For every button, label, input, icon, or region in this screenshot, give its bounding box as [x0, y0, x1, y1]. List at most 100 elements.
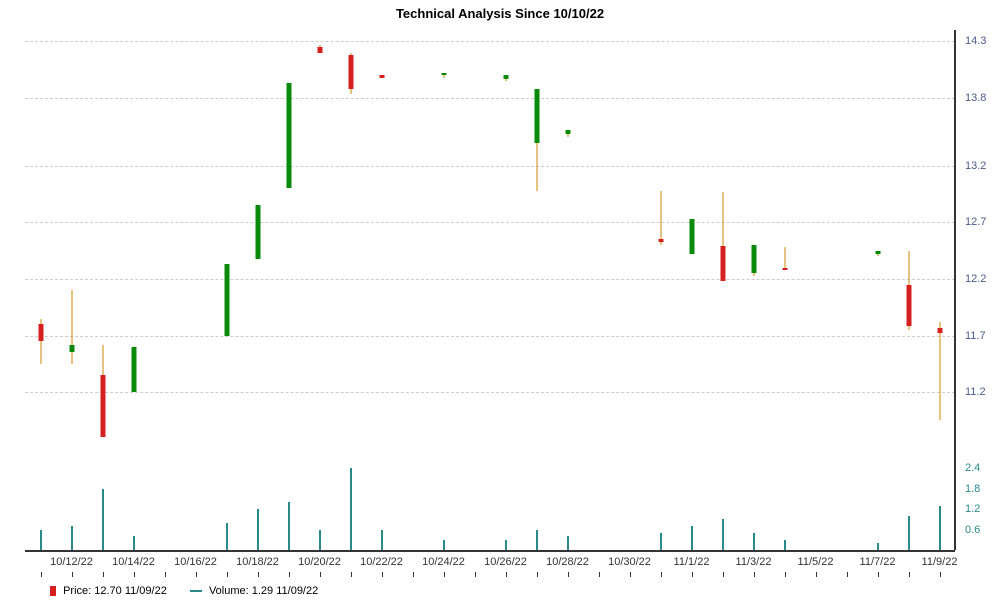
volume-bar	[319, 530, 321, 550]
volume-bar	[908, 516, 910, 550]
volume-bar	[753, 533, 755, 550]
grid-line	[25, 279, 955, 280]
x-tick-label: 10/12/22	[50, 556, 93, 568]
volume-bar	[567, 536, 569, 550]
volume-bar	[102, 489, 104, 550]
x-tick-mark	[258, 572, 259, 577]
x-tick-label: 10/26/22	[484, 556, 527, 568]
x-tick-label: 10/18/22	[236, 556, 279, 568]
x-tick-label: 11/3/22	[736, 556, 772, 568]
x-tick-mark	[692, 572, 693, 577]
volume-bar	[505, 540, 507, 550]
x-tick-mark	[444, 572, 445, 577]
x-tick-mark	[41, 572, 42, 577]
candle-body	[317, 47, 322, 53]
volume-bar	[350, 468, 352, 550]
volume-bar	[288, 502, 290, 550]
volume-bar	[939, 506, 941, 550]
price-y-axis: 11.211.712.212.713.213.814.3	[960, 30, 1000, 460]
price-tick-label: 11.7	[965, 330, 986, 342]
volume-bar	[133, 536, 135, 550]
candle-body	[875, 251, 880, 254]
candle-wick	[784, 247, 785, 270]
price-tick-label: 13.2	[965, 160, 986, 172]
grid-line	[25, 336, 955, 337]
right-axis-line	[954, 30, 956, 550]
x-tick-mark	[72, 572, 73, 577]
candle-body	[224, 264, 229, 335]
x-tick-label: 11/5/22	[798, 556, 834, 568]
volume-bar	[381, 530, 383, 550]
chart-legend: Price: 12.70 11/09/22 Volume: 1.29 11/09…	[50, 585, 338, 597]
candle-body	[906, 285, 911, 327]
grid-line	[25, 166, 955, 167]
x-tick-label: 10/20/22	[298, 556, 341, 568]
legend-volume-text: Volume: 1.29 11/09/22	[209, 585, 318, 597]
x-tick-mark	[878, 572, 879, 577]
volume-tick-label: 0.6	[965, 524, 980, 536]
x-tick-label: 11/9/22	[922, 556, 958, 568]
candle-body	[38, 324, 43, 341]
x-tick-label: 10/30/22	[608, 556, 651, 568]
candle-body	[782, 268, 787, 270]
x-tick-mark	[785, 572, 786, 577]
x-tick-mark	[754, 572, 755, 577]
x-tick-mark	[847, 572, 848, 577]
price-tick-label: 12.2	[965, 273, 986, 285]
candle-body	[69, 345, 74, 353]
volume-y-axis: 0.61.21.82.4	[960, 465, 1000, 550]
x-tick-label: 10/16/22	[174, 556, 217, 568]
x-tick-label: 11/1/22	[674, 556, 710, 568]
x-tick-mark	[630, 572, 631, 577]
x-tick-mark	[940, 572, 941, 577]
x-tick-mark	[413, 572, 414, 577]
candle-body	[534, 89, 539, 143]
x-tick-mark	[599, 572, 600, 577]
candle-body	[441, 73, 446, 75]
candle-wick	[660, 191, 661, 245]
x-tick-mark	[568, 572, 569, 577]
volume-tick-label: 2.4	[965, 462, 980, 474]
legend-volume-marker	[190, 590, 202, 592]
legend-price-marker	[50, 586, 56, 596]
candle-body	[689, 219, 694, 254]
x-tick-label: 10/14/22	[112, 556, 155, 568]
price-tick-label: 12.7	[965, 216, 986, 228]
x-tick-mark	[723, 572, 724, 577]
chart-container: Technical Analysis Since 10/10/22 11.2 11…	[0, 0, 1000, 600]
x-tick-label: 11/7/22	[860, 556, 896, 568]
x-axis: 10/12/22 10/14/22 10/16/22 10/18/22 10/20/22…	[25, 552, 955, 572]
volume-bar	[71, 526, 73, 550]
candle-body	[565, 130, 570, 135]
candle-wick	[71, 290, 72, 364]
price-tick-label: 14.3	[965, 35, 986, 47]
volume-bar	[691, 526, 693, 550]
grid-line	[25, 98, 955, 99]
volume-bar	[784, 540, 786, 550]
candle-body	[286, 83, 291, 188]
volume-bar	[257, 509, 259, 550]
price-tick-label: 11.2	[965, 386, 986, 398]
legend-price-item: Price: 12.70 11/09/22	[50, 585, 167, 597]
volume-bar	[722, 519, 724, 550]
volume-bar	[660, 533, 662, 550]
x-tick-mark	[165, 572, 166, 577]
candle-body	[658, 239, 663, 241]
candle-body	[937, 328, 942, 334]
candle-body	[131, 347, 136, 392]
legend-volume-item: Volume: 1.29 11/09/22	[190, 585, 318, 597]
chart-title: Technical Analysis Since 10/10/22	[0, 6, 1000, 21]
grid-line	[25, 41, 955, 42]
volume-plot-area	[25, 465, 955, 550]
candle-body	[348, 55, 353, 89]
grid-line	[25, 392, 955, 393]
x-tick-mark	[103, 572, 104, 577]
volume-tick-label: 1.8	[965, 483, 980, 495]
x-tick-mark	[661, 572, 662, 577]
candle-body	[100, 375, 105, 437]
candle-body	[255, 205, 260, 258]
candle-body	[720, 246, 725, 281]
x-tick-mark	[320, 572, 321, 577]
volume-bar	[536, 530, 538, 550]
grid-line	[25, 222, 955, 223]
